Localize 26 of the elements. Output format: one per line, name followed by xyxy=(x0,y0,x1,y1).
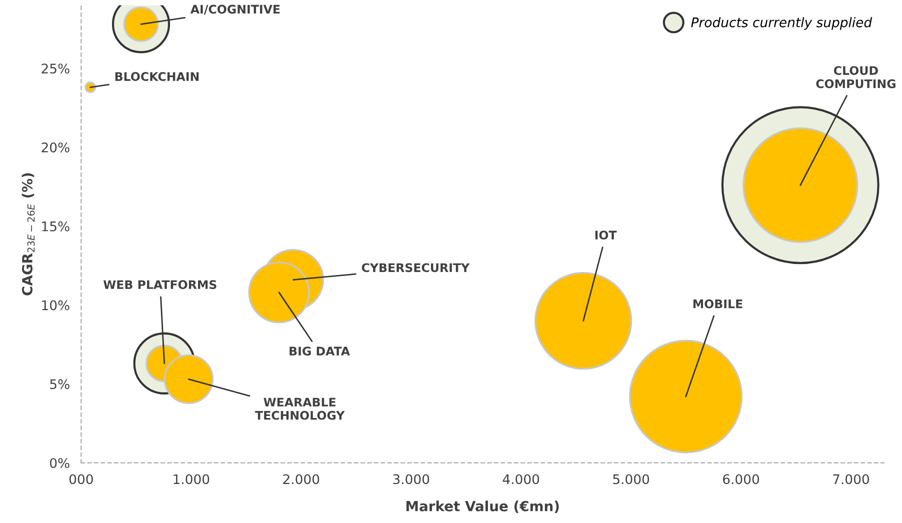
x-axis-title: Market Value (€mn) xyxy=(406,500,559,514)
x-tick-label: 2.000 xyxy=(283,474,320,484)
annotation: CYBERSECURITY xyxy=(362,263,470,272)
x-tick-label: 3.000 xyxy=(393,474,430,484)
annotation: IOT xyxy=(595,230,617,240)
x-tick-label: 5.000 xyxy=(613,474,650,484)
y-tick-label: 10% xyxy=(42,300,70,310)
y-tick-label: 15% xyxy=(42,221,70,232)
annotation: WEB PLATFORMS xyxy=(103,280,216,290)
annotation: BIG DATA xyxy=(290,346,350,356)
x-tick-label: 7.000 xyxy=(833,474,869,484)
x-tick-label: 1.000 xyxy=(174,474,210,484)
annotation: WEARABLE TECHNOLOGY xyxy=(255,398,345,420)
x-tick-label: 000 xyxy=(69,474,93,484)
annotation: AI/COGNITIVE xyxy=(190,4,280,15)
annotation: MOBILE xyxy=(693,299,742,308)
y-tick-label: 5% xyxy=(50,379,70,390)
y-tick-label: 0% xyxy=(50,458,70,468)
annotation: BLOCKCHAIN xyxy=(115,72,199,81)
legend-label: Products currently supplied xyxy=(691,17,872,30)
x-tick-label: 4.000 xyxy=(502,474,540,484)
y-tick-label: 20% xyxy=(42,142,70,152)
y-axis-title: CAGR$_{23E−26E}$ (%) xyxy=(22,173,35,296)
annotation: CLOUD COMPUTING xyxy=(816,66,896,88)
y-tick-label: 25% xyxy=(42,64,70,74)
x-tick-label: 6.000 xyxy=(723,474,760,484)
